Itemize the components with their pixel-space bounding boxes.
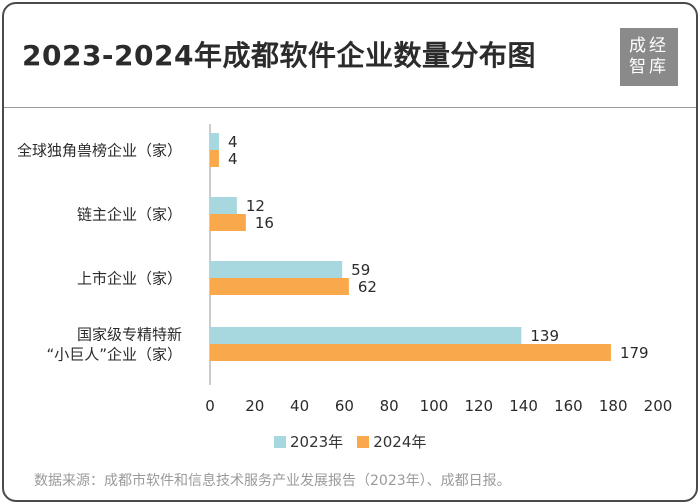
value-label-2024-cat1: 16 (255, 214, 274, 232)
bar-2024-cat3 (210, 344, 611, 361)
bar-2023-cat2 (210, 261, 343, 278)
legend-swatch-2023 (274, 435, 286, 448)
x-tick-label-140: 140 (509, 397, 538, 415)
bar-2024-cat1 (210, 214, 246, 231)
x-tick-label-120: 120 (464, 397, 493, 415)
logo-text-bottom: 智库 (629, 57, 669, 77)
logo: 成经 智库 (620, 28, 678, 86)
value-label-2023-cat2: 59 (351, 261, 370, 279)
legend-swatch-2024 (357, 435, 370, 448)
x-tick-label-200: 200 (644, 397, 673, 415)
category-label-0-line0: 全球独角兽榜企业（家） (17, 142, 182, 160)
legend-label-2024: 2024年 (373, 433, 427, 451)
legend-item-2024: 2024年 (357, 431, 426, 452)
value-label-2024-cat3: 179 (620, 344, 649, 362)
value-label-2023-cat3: 139 (530, 327, 559, 345)
bar-2023-cat1 (210, 197, 237, 214)
value-label-2023-cat0: 4 (228, 133, 238, 151)
category-label-3-line0: 国家级专精特新 (77, 326, 182, 344)
value-label-2024-cat0: 4 (228, 150, 238, 168)
bar-chart: 0 20 40 60 80 100 120 140 160 180 200 44 全球独角兽榜企业（家）… (17, 124, 673, 415)
bar-2024-cat2 (210, 278, 349, 295)
category-label-2-line0: 上市企业（家） (77, 270, 182, 288)
data-source-note: 数据来源：成都市软件和信息技术服务产业发展报告（2023年）、成都日报。 (34, 473, 511, 489)
x-tick-label-20: 20 (245, 397, 264, 415)
x-tick-label-60: 60 (335, 397, 354, 415)
x-tick-label-160: 160 (554, 397, 583, 415)
bar-2024-cat0 (210, 150, 219, 167)
bar-2023-cat3 (210, 327, 522, 344)
category-label-3-line1: “小巨人”企业（家） (46, 346, 182, 364)
legend-label-2023: 2023年 (290, 433, 344, 451)
category-label-1-line0: 链主企业（家） (77, 206, 182, 224)
legend: 2023年 2024年 (274, 431, 440, 452)
legend-item-2023: 2023年 (274, 431, 343, 452)
x-tick-label-180: 180 (599, 397, 628, 415)
x-tick-label-80: 80 (380, 397, 399, 415)
value-label-2023-cat1: 12 (246, 197, 265, 215)
bar-2023-cat0 (210, 133, 219, 150)
x-tick-label-40: 40 (290, 397, 309, 415)
title-divider (4, 107, 696, 108)
logo-text-top: 成经 (629, 36, 669, 56)
x-tick-label-0: 0 (205, 397, 215, 415)
value-label-2024-cat2: 62 (358, 278, 377, 296)
page-title: 2023-2024年成都软件企业数量分布图 (22, 39, 536, 72)
x-tick-label-100: 100 (420, 397, 449, 415)
